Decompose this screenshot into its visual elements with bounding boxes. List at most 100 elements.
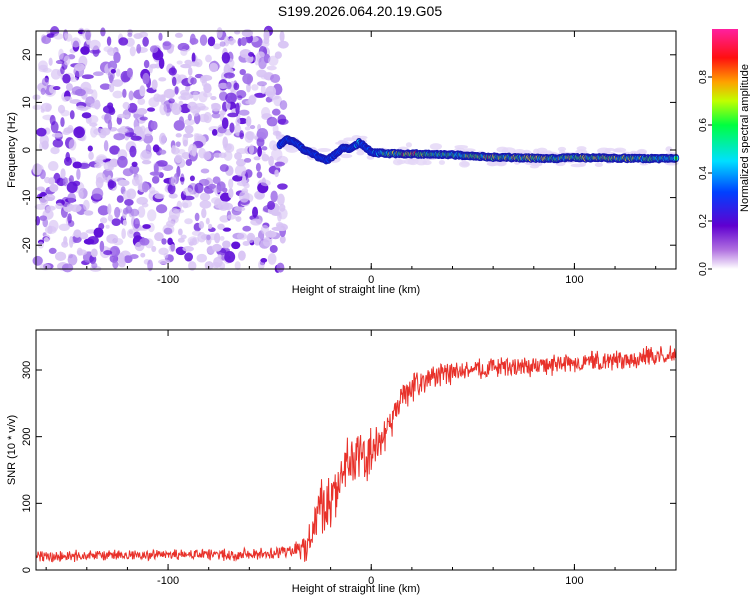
noise-blob — [199, 34, 208, 46]
noise-blob — [194, 212, 200, 222]
noise-blob — [62, 96, 73, 101]
noise-blob — [175, 133, 182, 138]
noise-blob — [149, 45, 159, 54]
noise-blob — [277, 40, 289, 49]
colorbar-gradient — [712, 29, 738, 269]
noise-blob — [41, 77, 50, 86]
noise-blob — [92, 71, 104, 77]
noise-blob — [106, 36, 112, 46]
noise-blob — [269, 73, 281, 83]
noise-blob — [40, 108, 45, 113]
noise-blob — [141, 159, 152, 165]
noise-blob — [115, 68, 121, 77]
snr-x-label: Height of straight line (km) — [292, 583, 420, 595]
noise-blob — [156, 204, 168, 214]
ridge-halo — [665, 146, 673, 153]
noise-blob — [152, 144, 160, 153]
noise-blob — [216, 27, 223, 39]
noise-blob — [128, 90, 134, 101]
noise-blob — [248, 52, 255, 57]
noise-blob — [271, 226, 284, 232]
ridge-halo — [392, 158, 403, 166]
noise-blob — [181, 152, 191, 160]
noise-blob — [174, 86, 179, 95]
noise-blob — [118, 37, 129, 46]
noise-blob — [76, 249, 88, 256]
noise-blob — [224, 251, 236, 263]
noise-blob — [168, 98, 175, 104]
noise-blob — [229, 37, 235, 46]
noise-blob — [208, 233, 217, 241]
noise-blob — [260, 224, 270, 235]
noise-blob — [148, 97, 160, 108]
noise-blob — [187, 66, 193, 76]
x-tick-label: 0 — [368, 274, 374, 286]
noise-blob — [90, 248, 98, 258]
noise-blob — [162, 40, 172, 50]
noise-blob — [205, 54, 212, 63]
noise-blob — [184, 118, 196, 126]
noise-blob — [245, 131, 255, 141]
y-tick-label: -20 — [21, 237, 33, 253]
noise-blob — [260, 179, 271, 187]
snr-frame — [35, 329, 677, 571]
noise-blob — [91, 262, 98, 269]
noise-blob — [194, 58, 203, 68]
ridge-halo — [429, 143, 443, 150]
snr-plot-area — [35, 345, 677, 563]
noise-blob — [158, 259, 171, 265]
noise-blob — [266, 65, 277, 71]
noise-blob — [274, 169, 279, 178]
noise-blob — [102, 105, 115, 114]
noise-blob — [129, 145, 137, 158]
noise-blob — [124, 199, 134, 206]
noise-blob — [60, 66, 65, 75]
noise-blob — [191, 230, 202, 236]
noise-blob — [241, 188, 249, 194]
colorbar-label: Normalized spectral amplitude — [739, 64, 750, 212]
noise-blob — [185, 159, 193, 167]
noise-blob — [265, 85, 277, 98]
colorbar-tick-label: 0.4 — [698, 166, 709, 180]
noise-blob — [192, 90, 199, 102]
noise-blob — [222, 143, 232, 151]
noise-blob — [212, 176, 221, 184]
noise-blob — [122, 219, 127, 226]
noise-blob — [223, 72, 235, 79]
noise-blob — [50, 146, 60, 155]
ridge-halo — [639, 162, 649, 166]
noise-blob — [60, 117, 65, 128]
noise-blob — [272, 144, 278, 151]
noise-blob — [176, 60, 183, 65]
noise-blob — [250, 218, 262, 226]
noise-blob — [239, 130, 244, 140]
ridge-halo — [415, 158, 427, 166]
spectrogram-x-label: Height of straight line (km) — [292, 284, 420, 296]
noise-blob — [248, 144, 255, 155]
noise-blob — [98, 223, 105, 230]
noise-blob — [60, 168, 66, 179]
noise-blob — [244, 169, 253, 178]
noise-blob — [277, 118, 289, 125]
noise-blob — [189, 105, 201, 114]
noise-blob — [178, 100, 184, 106]
noise-blob — [235, 102, 240, 115]
noise-blob — [213, 152, 222, 159]
noise-blob — [42, 68, 52, 73]
noise-blob — [150, 120, 158, 131]
ridge-halo — [533, 148, 540, 155]
noise-blob — [274, 161, 285, 167]
noise-blob — [116, 127, 128, 133]
noise-blob — [209, 62, 219, 73]
noise-blob — [61, 263, 74, 273]
noise-blob — [194, 182, 204, 194]
noise-blob — [136, 107, 148, 115]
noise-blob — [249, 124, 256, 130]
noise-blob — [210, 95, 217, 101]
noise-blob — [140, 252, 146, 258]
noise-blob — [203, 111, 212, 124]
noise-blob — [99, 240, 105, 253]
noise-blob — [129, 208, 140, 217]
noise-blob — [99, 83, 111, 90]
noise-blob — [233, 206, 246, 212]
